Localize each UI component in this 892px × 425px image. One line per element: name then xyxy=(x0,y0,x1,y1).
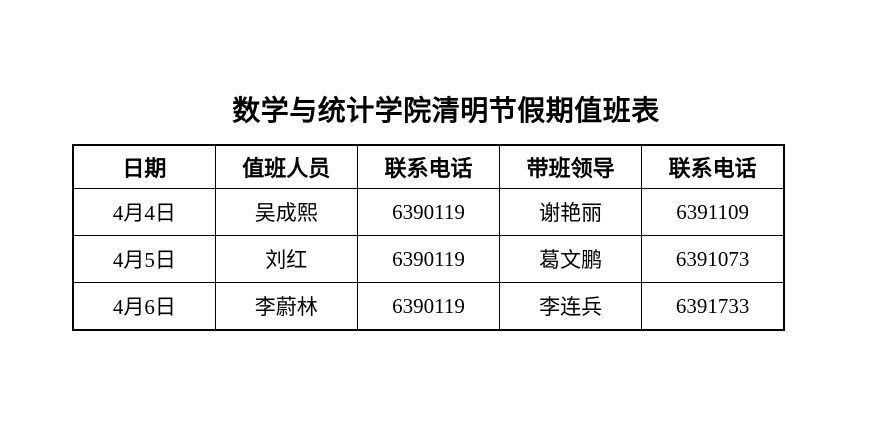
table-cell: 李连兵 xyxy=(499,282,643,331)
column-header: 带班领导 xyxy=(499,144,643,189)
table-cell: 吴成熙 xyxy=(214,188,358,236)
column-header: 日期 xyxy=(72,144,216,189)
duty-schedule-table: 日期 值班人员 联系电话 带班领导 联系电话 4月4日 吴成熙 6390119 谢艳丽 6391… xyxy=(72,144,785,331)
table-cell: 6390119 xyxy=(356,235,501,283)
table-header-row: 日期 值班人员 联系电话 带班领导 联系电话 xyxy=(72,144,785,189)
table-cell: 葛文鹏 xyxy=(499,235,643,283)
column-header: 联系电话 xyxy=(356,144,501,189)
table-cell: 6390119 xyxy=(356,188,501,236)
column-header: 联系电话 xyxy=(641,144,785,189)
table-cell: 李蔚林 xyxy=(214,282,358,331)
table-cell: 谢艳丽 xyxy=(499,188,643,236)
table-cell: 4月5日 xyxy=(72,235,216,283)
table-row: 4月6日 李蔚林 6390119 李连兵 6391733 xyxy=(72,282,785,331)
column-header: 值班人员 xyxy=(214,144,358,189)
table-cell: 6391733 xyxy=(641,282,785,331)
table-cell: 6390119 xyxy=(356,282,501,331)
table-cell: 6391073 xyxy=(641,235,785,283)
table-cell: 4月4日 xyxy=(72,188,216,236)
table-row: 4月5日 刘红 6390119 葛文鹏 6391073 xyxy=(72,235,785,283)
page-title: 数学与统计学院清明节假期值班表 xyxy=(232,95,660,126)
table-row: 4月4日 吴成熙 6390119 谢艳丽 6391109 xyxy=(72,188,785,236)
table-cell: 4月6日 xyxy=(72,282,216,331)
table-body: 4月4日 吴成熙 6390119 谢艳丽 6391109 4月5日 刘红 6390119 葛文鹏… xyxy=(72,188,785,331)
table-cell: 6391109 xyxy=(641,188,785,236)
table-cell: 刘红 xyxy=(214,235,358,283)
